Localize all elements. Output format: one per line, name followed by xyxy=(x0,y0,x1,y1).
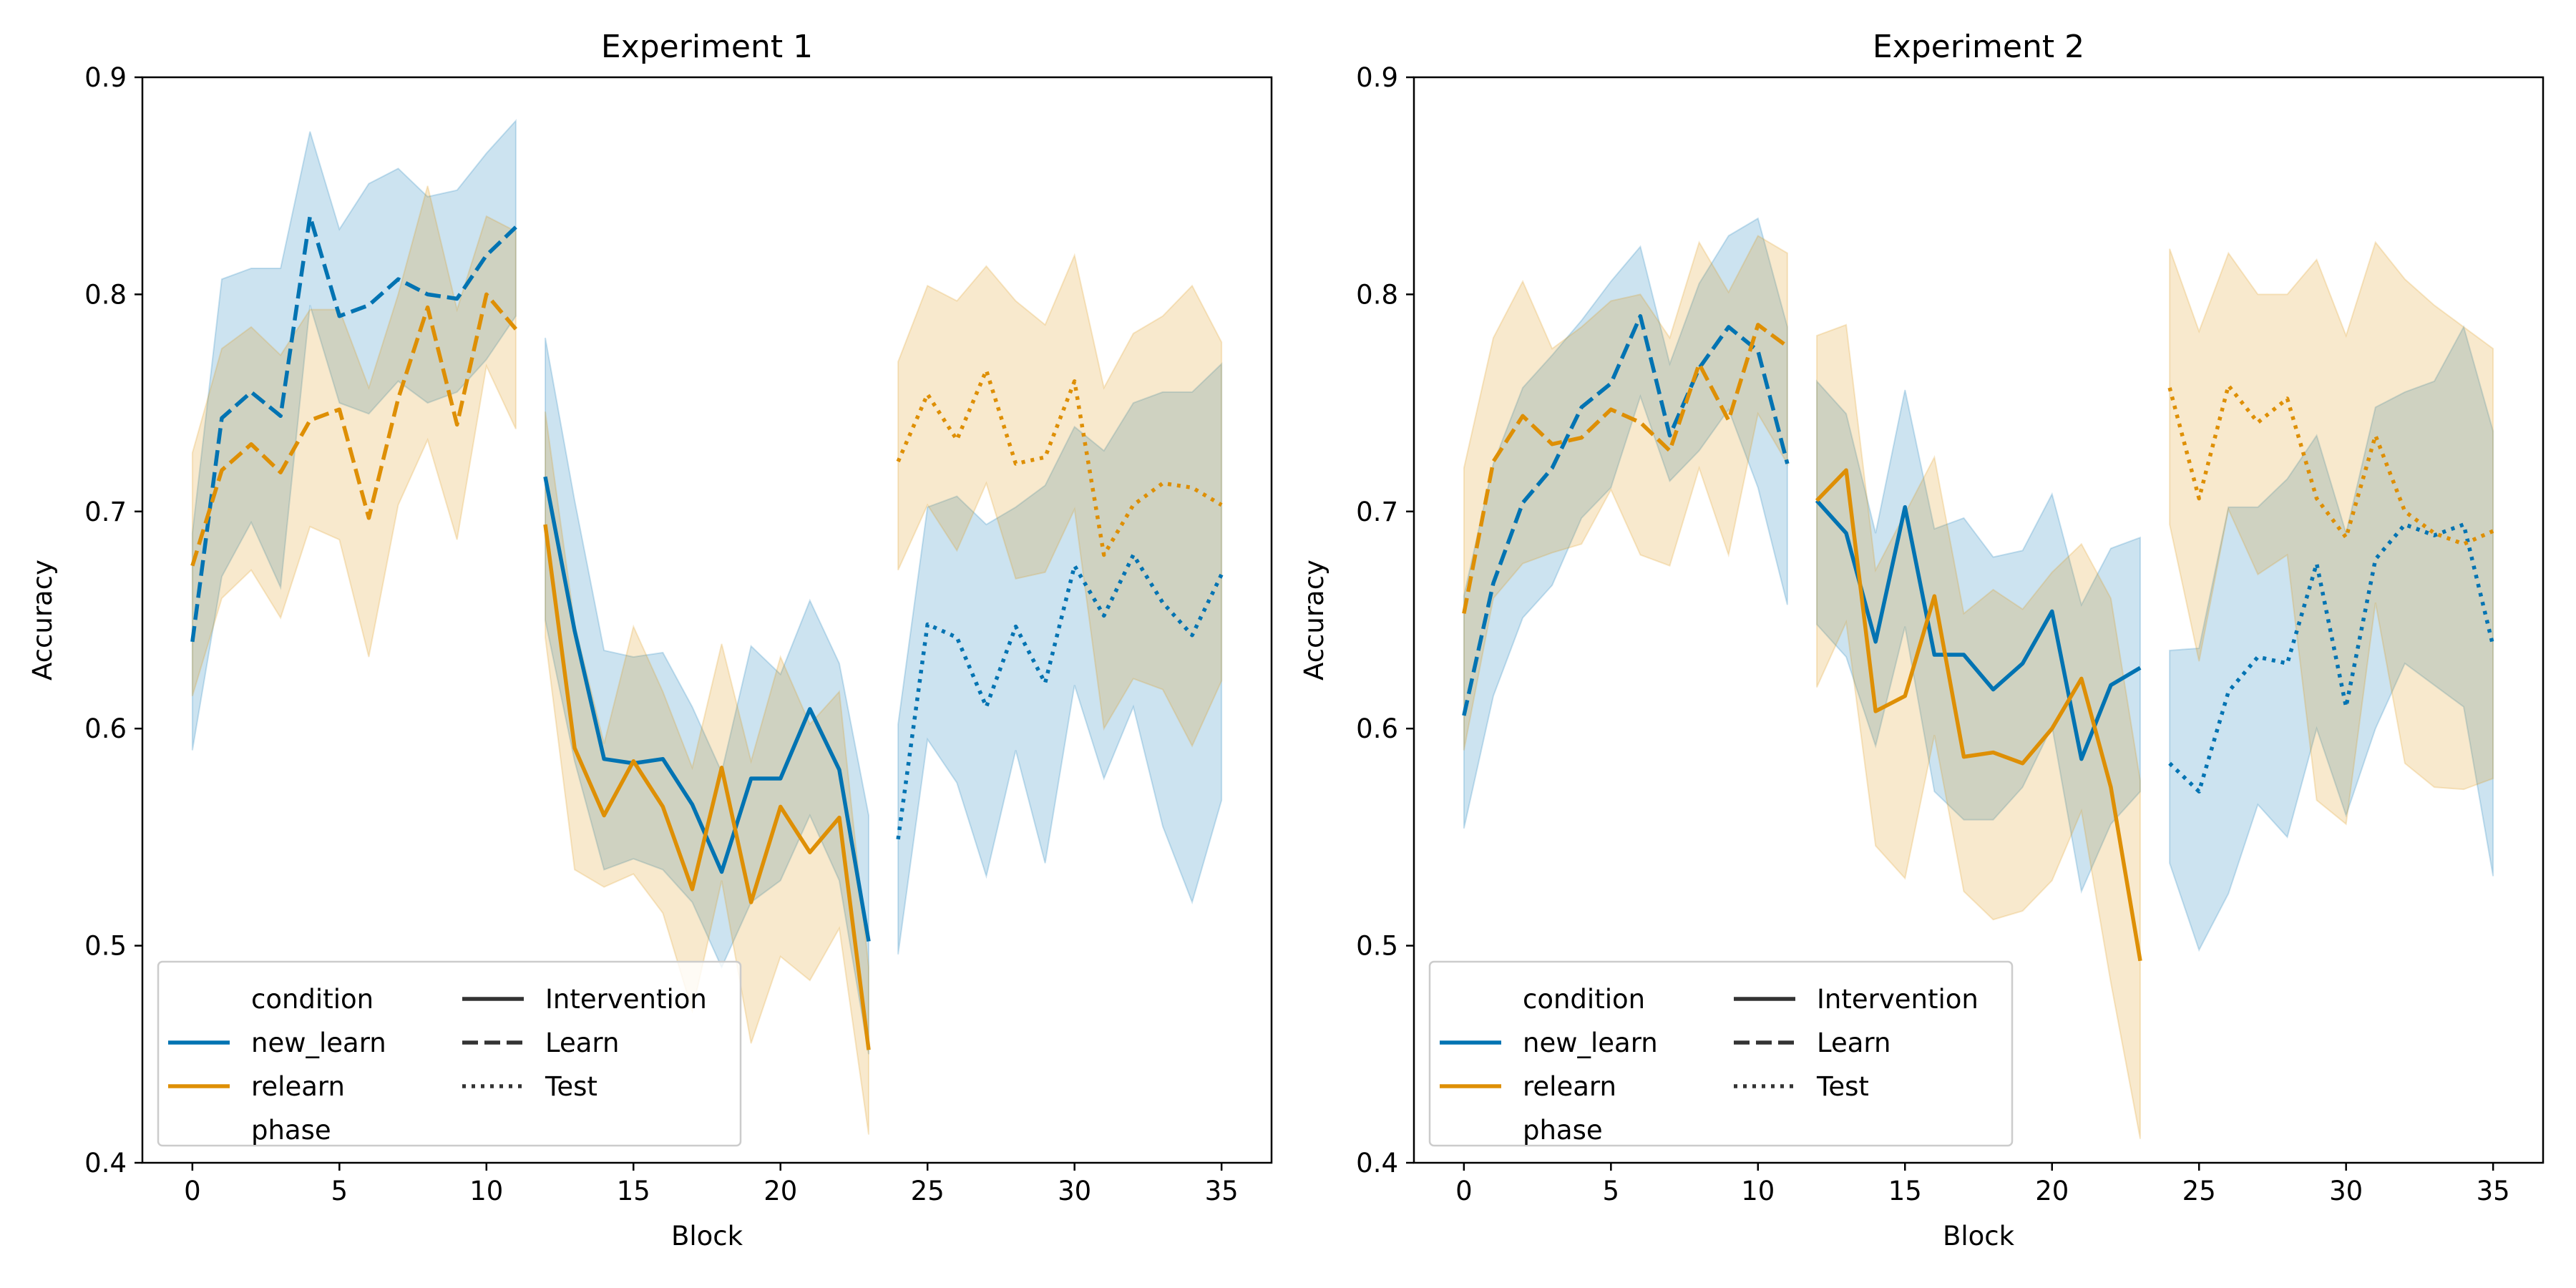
y-tick-label: 0.5 xyxy=(84,931,127,962)
x-tick-label: 15 xyxy=(1888,1176,1922,1206)
x-tick-label: 25 xyxy=(2182,1176,2216,1206)
y-tick-label: 0.6 xyxy=(84,713,127,744)
x-tick-label: 35 xyxy=(1205,1176,1239,1206)
legend-label-new_learn: new_learn xyxy=(1523,1028,1658,1058)
legend-label-relearn: relearn xyxy=(1523,1071,1616,1102)
ci-band-relearn-intervention xyxy=(544,411,870,1135)
series-line-relearn-intervention xyxy=(1815,468,2142,962)
legend-condition-header: condition xyxy=(251,984,374,1015)
ci-band-new_learn-intervention xyxy=(1815,379,2142,894)
ci-band-new_learn-learn xyxy=(1463,217,1788,829)
y-axis-label: Accuracy xyxy=(1299,560,1330,680)
legend-condition-header: condition xyxy=(1523,984,1645,1015)
y-axis-label: Accuracy xyxy=(27,560,58,680)
ci-band-new_learn-intervention xyxy=(544,337,870,1055)
x-tick-label: 20 xyxy=(763,1176,797,1206)
axes-frame xyxy=(141,76,1273,1164)
y-tick-label: 0.7 xyxy=(1356,497,1398,527)
x-tick-label: 5 xyxy=(1603,1176,1620,1206)
ci-band-relearn-test xyxy=(2169,240,2494,826)
chart-panel-1: 0 5 10 15 20 25 30 35 0.4 0.5 0.6 0.7 0.8 0.9 Experime… xyxy=(27,29,1273,1252)
series-line-new_learn-learn xyxy=(1462,313,1790,716)
legend-label-test: Test xyxy=(545,1071,597,1102)
y-tick-label: 0.6 xyxy=(1356,713,1398,744)
y-tick-label: 0.9 xyxy=(84,62,127,93)
y-tick-label: 0.7 xyxy=(84,497,127,527)
x-tick-label: 30 xyxy=(1058,1176,1091,1206)
axes-frame xyxy=(1413,76,2545,1164)
x-tick-label: 5 xyxy=(331,1176,348,1206)
chart-panel-2: 0 5 10 15 20 25 30 35 0.4 0.5 0.6 0.7 0.8 0.9 Experime… xyxy=(1299,29,2545,1252)
legend-label-intervention: Intervention xyxy=(545,984,707,1015)
y-tick-label: 0.4 xyxy=(84,1148,127,1179)
ci-band-relearn-intervention xyxy=(1815,323,2142,1139)
y-tick-label: 0.4 xyxy=(1356,1148,1398,1179)
ci-band-new_learn-learn xyxy=(191,119,517,751)
legend-label-intervention: Intervention xyxy=(1817,984,1979,1015)
legend-label-learn: Learn xyxy=(545,1028,619,1058)
x-tick-label: 20 xyxy=(2035,1176,2069,1206)
y-tick-label: 0.8 xyxy=(84,279,127,310)
ci-band-new_learn-test xyxy=(897,362,1223,955)
x-tick-label: 10 xyxy=(469,1176,503,1206)
chart-title: Experiment 1 xyxy=(601,29,813,65)
legend-phase-header: phase xyxy=(251,1115,331,1146)
legend-label-relearn: relearn xyxy=(251,1071,345,1102)
ci-band-relearn-learn xyxy=(191,185,517,696)
x-tick-label: 35 xyxy=(2477,1176,2510,1206)
legend-phase-header: phase xyxy=(1523,1115,1603,1146)
chart-title: Experiment 2 xyxy=(1873,29,2084,65)
x-axis-label: Block xyxy=(671,1221,743,1252)
x-tick-label: 15 xyxy=(617,1176,650,1206)
x-tick-label: 25 xyxy=(911,1176,945,1206)
y-tick-label: 0.9 xyxy=(1356,62,1398,93)
x-tick-label: 0 xyxy=(184,1176,201,1206)
x-tick-label: 30 xyxy=(2329,1176,2363,1206)
series-line-relearn-test xyxy=(2167,384,2494,547)
series-line-new_learn-intervention xyxy=(543,476,871,942)
x-tick-label: 10 xyxy=(1741,1176,1775,1206)
series-line-relearn-learn xyxy=(190,292,517,567)
legend-label-learn: Learn xyxy=(1817,1028,1890,1058)
y-tick-label: 0.5 xyxy=(1356,931,1398,962)
series-line-new_learn-test xyxy=(896,552,1224,840)
x-tick-label: 0 xyxy=(1455,1176,1473,1206)
ci-band-relearn-test xyxy=(897,253,1223,748)
series-line-relearn-intervention xyxy=(543,524,871,1050)
series-line-new_learn-intervention xyxy=(1815,499,2142,761)
series-line-relearn-learn xyxy=(1462,323,1789,614)
legend-box xyxy=(157,960,742,1147)
y-tick-label: 0.8 xyxy=(1356,279,1398,310)
x-axis-label: Block xyxy=(1943,1221,2015,1252)
legend-label-new_learn: new_learn xyxy=(251,1028,386,1058)
ci-band-relearn-learn xyxy=(1463,235,1788,751)
series-line-new_learn-learn xyxy=(190,214,517,643)
legend-label-test: Test xyxy=(1816,1071,1869,1102)
legend-box xyxy=(1428,960,2014,1147)
